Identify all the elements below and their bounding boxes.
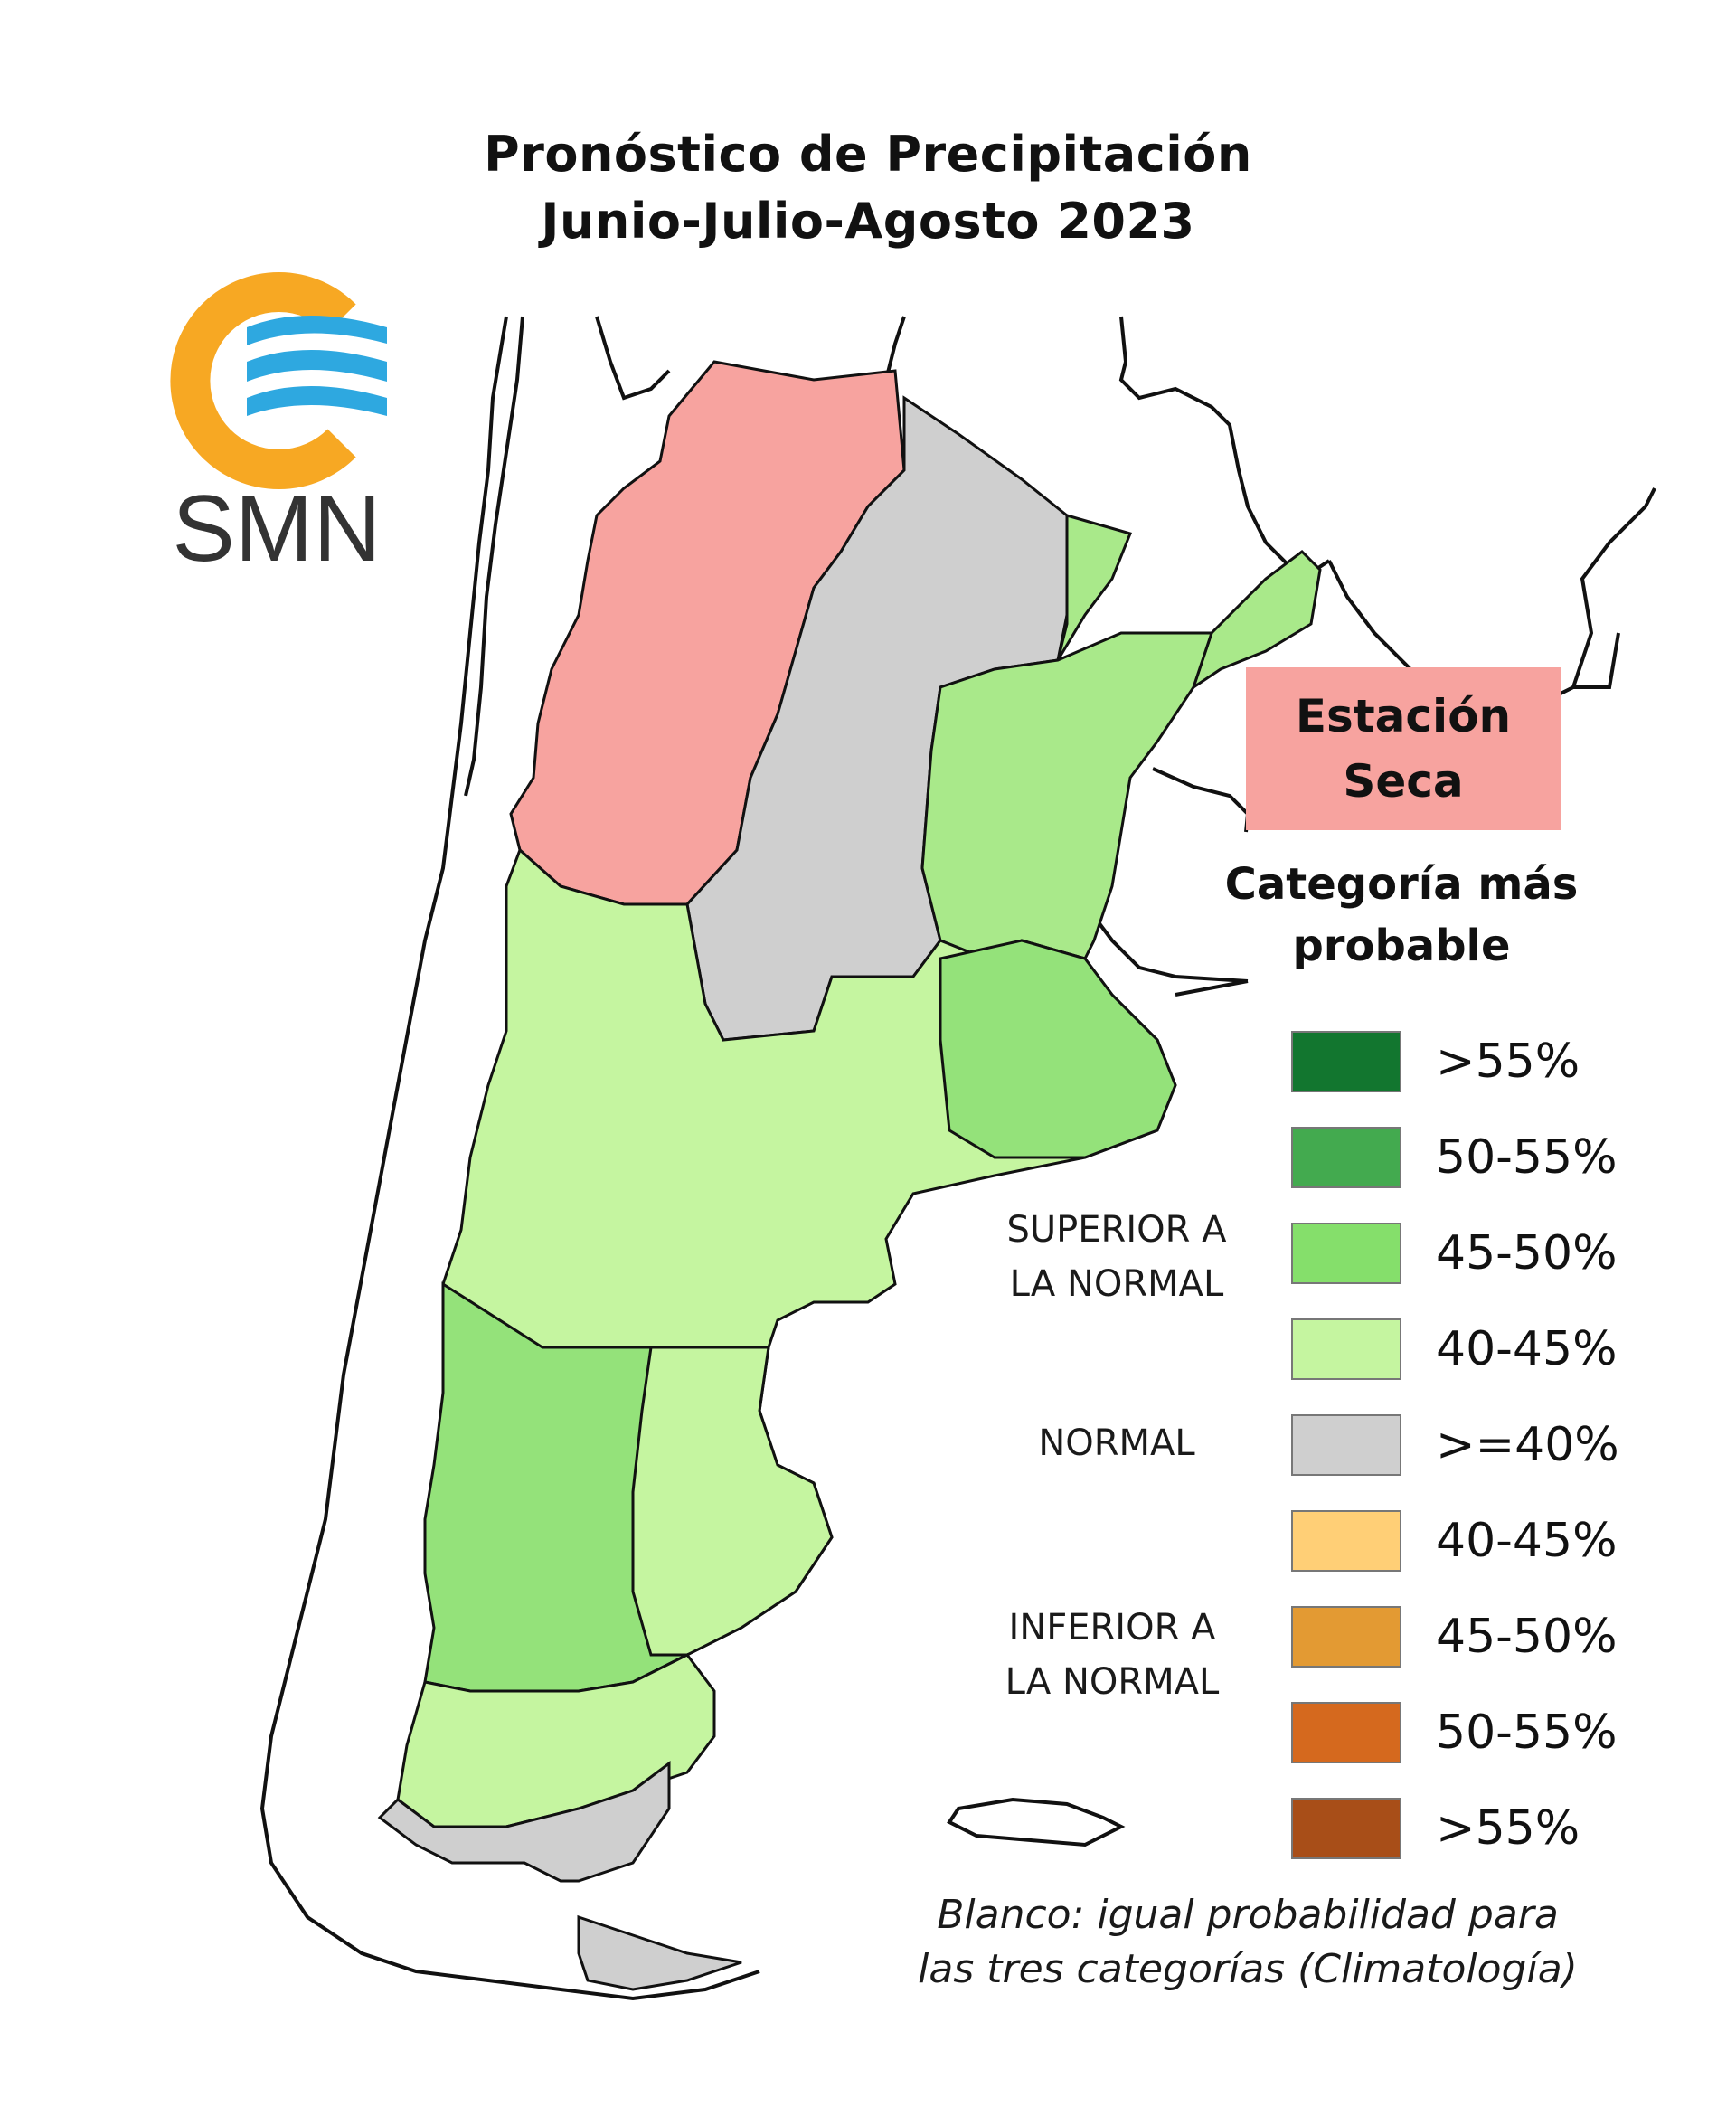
region-santa-cruz-normal (377, 1761, 671, 1883)
region-ne-green (1056, 514, 1133, 661)
map-subtitle: Junio-Julio-Agosto 2023 (541, 193, 1195, 250)
smn-logo-ring (170, 272, 356, 489)
dry-season-box: Estación Seca (1246, 667, 1561, 830)
chile-coastline (259, 316, 760, 2001)
legend-label: 50-55% (1436, 1706, 1618, 1760)
legend-label: 45-50% (1436, 1610, 1618, 1664)
smn-logo-waves (247, 316, 387, 416)
legend-swatch (1291, 1318, 1401, 1380)
legend-group-inferior: INFERIOR A LA NORMAL (967, 1601, 1257, 1709)
region-bsas-green (939, 939, 1177, 1159)
legend-swatch (1291, 1127, 1401, 1188)
region-patagonia-light (631, 1346, 834, 1657)
legend-group-superior: SUPERIOR A LA NORMAL (972, 1203, 1261, 1311)
footnote: Blanco: igual probabilidad para las tres… (904, 1888, 1591, 1997)
smn-logo: SMN (170, 272, 387, 570)
region-misiones (1191, 550, 1322, 691)
legend-group-normal-line1: NORMAL (1038, 1422, 1195, 1464)
region-corrientes-er (920, 631, 1214, 960)
legend-swatch (1291, 1223, 1401, 1284)
map-regions (377, 360, 1322, 1991)
legend-title-line2: probable (1292, 921, 1511, 971)
dry-season-line1: Estación (1295, 690, 1512, 742)
legend-swatch (1291, 1414, 1401, 1476)
legend-label: >=40% (1436, 1418, 1619, 1472)
malvinas-islands (947, 1797, 1126, 1847)
legend-label: 50-55% (1436, 1130, 1618, 1185)
legend-group-inferior-line2: LA NORMAL (1005, 1661, 1220, 1703)
legend-group-superior-line2: LA NORMAL (1009, 1263, 1224, 1305)
legend-group-inferior-line1: INFERIOR A (1008, 1607, 1216, 1649)
dry-season-line2: Seca (1343, 755, 1464, 808)
legend-swatch (1291, 1606, 1401, 1668)
legend-label: 40-45% (1436, 1322, 1618, 1376)
footnote-line2: las tres categorías (Climatología) (918, 1946, 1578, 1992)
region-tdf-normal (577, 1914, 742, 1991)
legend-label: 45-50% (1436, 1226, 1618, 1280)
legend-title: Categoría más probable (1203, 854, 1600, 977)
legend-label: 40-45% (1436, 1514, 1618, 1568)
smn-logo-text: SMN (172, 477, 381, 570)
coast-east (1175, 979, 1249, 997)
legend-group-normal: NORMAL (972, 1416, 1261, 1470)
legend-swatch (1291, 1702, 1401, 1763)
map-title: Pronóstico de Precipitación (484, 126, 1252, 183)
legend-title-line1: Categoría más (1224, 859, 1579, 910)
legend-group-superior-line1: SUPERIOR A (1006, 1209, 1227, 1251)
legend-swatch (1291, 1798, 1401, 1859)
legend-swatch (1291, 1031, 1401, 1092)
footnote-line1: Blanco: igual probabilidad para (937, 1892, 1559, 1938)
legend-swatch (1291, 1510, 1401, 1572)
legend-label: >55% (1436, 1801, 1580, 1856)
legend-label: >55% (1436, 1035, 1580, 1089)
